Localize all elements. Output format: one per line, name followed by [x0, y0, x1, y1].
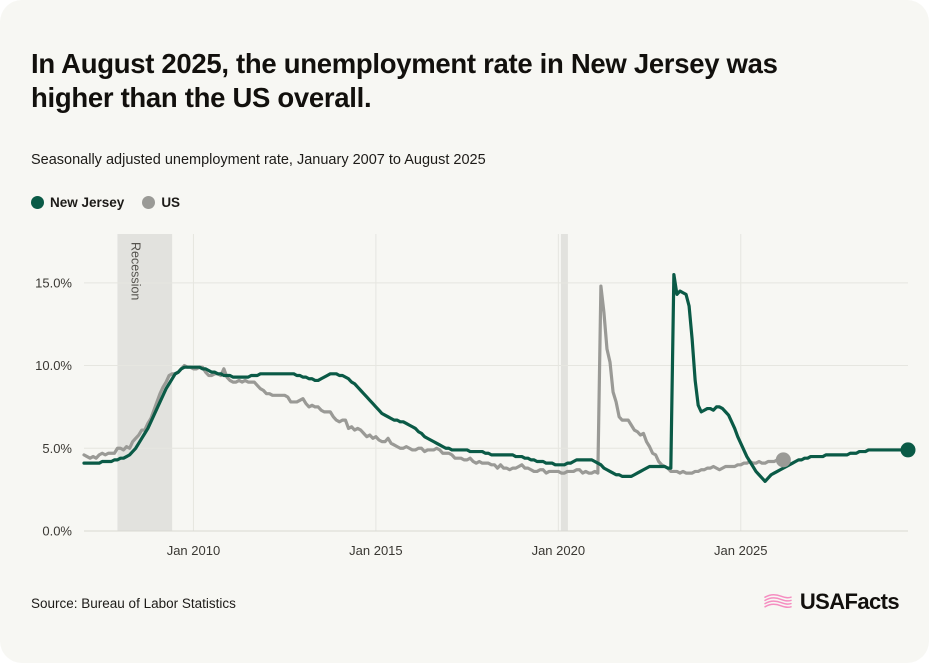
recession-bands-group	[117, 234, 568, 531]
chart-plot-area: 0.0% 5.0% 10.0% 15.0% Jan 2010 Jan 2015 Jan 2…	[0, 228, 929, 558]
legend-item-us[interactable]: US	[142, 195, 180, 210]
usafacts-brand[interactable]: USAFacts	[763, 589, 900, 615]
usafacts-flag-icon	[764, 594, 792, 609]
y-axis-ticks-group: 0.0% 5.0% 10.0% 15.0%	[35, 275, 72, 538]
x-axis-tick-label: Jan 2020	[532, 543, 586, 558]
line-chart-svg: 0.0%5.0%10.0%15.0% Jan 2010 Jan 2015 Jan 2…	[35, 234, 916, 558]
legend-item-new-jersey[interactable]: New Jersey	[31, 195, 124, 210]
end-marker-us	[775, 452, 791, 468]
legend-label-us: US	[161, 194, 181, 210]
recession-band-2020	[560, 234, 568, 531]
x-axis-tick-label: Jan 2025	[714, 543, 768, 558]
end-marker-new-jersey	[900, 442, 916, 458]
recession-band-2008-label: Recession	[128, 242, 142, 300]
y-axis-tick-label: 5.0%	[42, 441, 72, 456]
series-lines-group	[82, 272, 910, 483]
legend-dot-us	[142, 195, 156, 209]
page-title: In August 2025, the unemployment rate in…	[31, 48, 778, 113]
source-note: Source: Bureau of Labor Statistics	[31, 596, 236, 611]
x-axis-tick-label: Jan 2010	[167, 543, 221, 558]
x-axis-ticks-group: Jan 2010 Jan 2015 Jan 2020 Jan 2025	[167, 543, 768, 558]
series-line-new-jersey	[82, 272, 910, 483]
legend-dot-new-jersey	[31, 195, 44, 209]
recession-band-2008	[117, 234, 173, 531]
series-line-us	[82, 284, 785, 475]
y-axis-tick-label: 15.0%	[35, 275, 72, 290]
end-markers-group	[775, 442, 916, 468]
legend-label-new-jersey: New Jersey	[50, 194, 125, 210]
x-axis-tick-label: Jan 2015	[349, 543, 403, 558]
y-axis-tick-label: 0.0%	[42, 524, 72, 539]
recession-label-group: Recession	[128, 242, 142, 300]
chart-subtitle: Seasonally adjusted unemployment rate, J…	[31, 152, 486, 168]
usafacts-wordmark: USAFacts	[799, 589, 900, 614]
gridlines-group	[84, 234, 908, 532]
chart-legend: New Jersey US	[31, 192, 180, 212]
y-axis-tick-label: 10.0%	[35, 358, 72, 373]
